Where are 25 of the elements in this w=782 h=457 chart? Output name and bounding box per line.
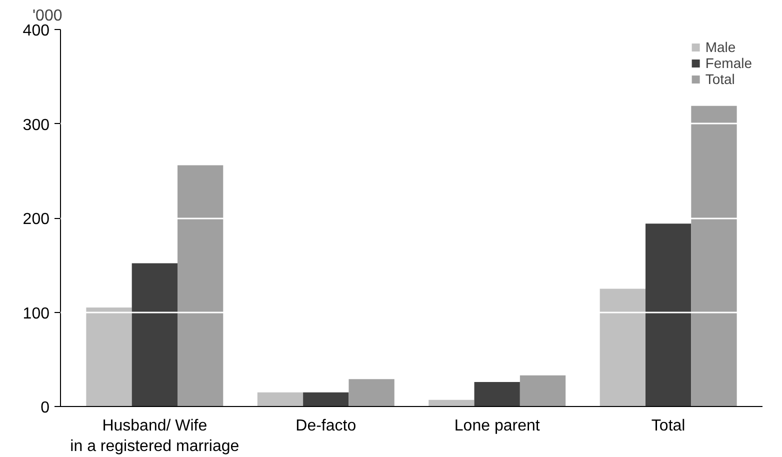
y-tick-label: 300 [22,116,50,134]
bar [474,382,520,406]
bar [178,165,224,406]
x-tick-label: De-facto [296,418,356,434]
bar [691,106,737,406]
bar [428,400,474,406]
legend-label: Total [705,71,735,87]
y-tick-label: 0 [40,400,50,416]
bar [86,308,132,406]
x-tick-label: Lone parent [454,418,540,434]
y-tick-label: 200 [22,211,50,228]
bar [257,392,304,406]
legend-label: Male [705,39,736,55]
y-tick-label: 400 [22,22,50,40]
x-tick-label: Husband/ Wife in a registered marriage [70,418,240,455]
bar [520,375,566,406]
y-tick-label: 100 [22,305,50,322]
bar [646,224,692,406]
x-tick-label: Total [651,418,686,434]
bar [600,288,646,406]
bar [348,379,394,406]
legend-label: Female [705,55,752,71]
bar [132,263,178,406]
y-axis-title: '000 [32,8,62,24]
bar [303,392,349,406]
